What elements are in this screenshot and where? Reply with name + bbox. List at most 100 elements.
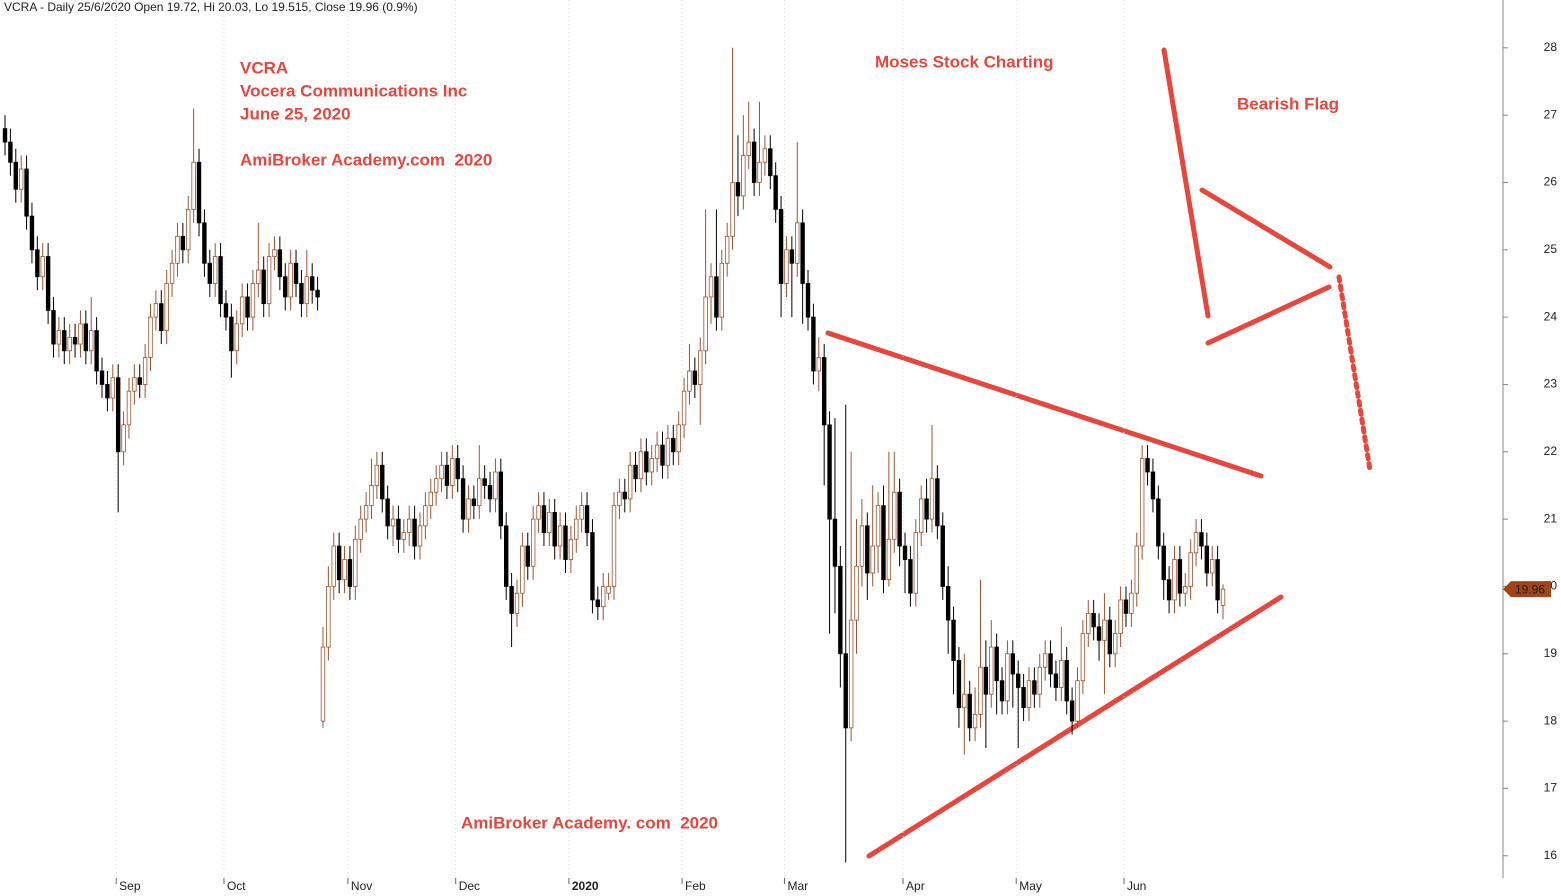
candle-body xyxy=(293,262,299,284)
candle-body xyxy=(956,660,962,709)
candle-body xyxy=(401,532,407,540)
candle-body xyxy=(606,586,611,594)
candle-body xyxy=(1026,680,1032,709)
candle-body xyxy=(471,498,477,507)
candle-body xyxy=(396,518,401,540)
candle-body xyxy=(735,182,741,197)
candle-body xyxy=(309,276,315,291)
candle-body xyxy=(848,619,854,729)
candle-body xyxy=(180,235,186,251)
candle-body xyxy=(1134,545,1139,594)
candle-body xyxy=(1053,673,1059,688)
candle-body xyxy=(363,505,369,520)
candle-body xyxy=(18,168,24,190)
candle-body xyxy=(460,478,466,520)
candle-body xyxy=(983,666,989,695)
candle-body xyxy=(676,424,681,453)
candle-body xyxy=(1129,592,1134,614)
candle-body xyxy=(681,390,687,426)
candle-body xyxy=(8,141,13,163)
candle-body xyxy=(299,283,304,305)
candle-body xyxy=(590,532,595,601)
candle-body xyxy=(1107,619,1113,655)
candle-body xyxy=(897,491,902,547)
candle-body xyxy=(493,471,498,500)
candle-body xyxy=(35,249,40,278)
candle-body xyxy=(627,464,633,500)
candle-body xyxy=(1048,653,1053,675)
candle-body xyxy=(1166,579,1172,601)
candle-body xyxy=(859,525,865,567)
candle-body xyxy=(784,249,789,284)
candle-body xyxy=(250,283,256,318)
annotation: Vocera Communications Inc xyxy=(240,81,467,100)
annotation: Bearish Flag xyxy=(1237,94,1339,113)
last-price-label: 19.96 xyxy=(1515,582,1545,596)
candle-body xyxy=(115,377,121,453)
annotation: AmiBroker Academy. com 2020 xyxy=(461,813,718,832)
candle-body xyxy=(665,437,671,466)
y-tick-label: 21 xyxy=(1544,511,1558,525)
candle-body xyxy=(428,491,433,507)
candle-body xyxy=(1010,653,1016,675)
y-tick-label: 18 xyxy=(1544,713,1558,727)
candle-body xyxy=(1059,660,1064,688)
candle-body xyxy=(654,444,660,459)
x-tick-label: Apr xyxy=(906,879,925,893)
candle-body xyxy=(186,209,191,251)
candle-body xyxy=(536,505,541,520)
annotation: VCRA xyxy=(240,58,288,77)
candle-body xyxy=(1016,673,1021,688)
candle-body xyxy=(514,592,520,614)
candle-body xyxy=(159,303,164,331)
candle-body xyxy=(913,532,919,594)
chart-title: VCRA - Daily 25/6/2020 Open 19.72, Hi 20… xyxy=(4,0,418,14)
candle-body xyxy=(530,518,536,567)
candle-body xyxy=(563,525,568,560)
candle-body xyxy=(800,222,805,284)
candle-body xyxy=(1215,559,1220,601)
candle-body xyxy=(1210,559,1215,574)
candle-body xyxy=(266,256,272,305)
candle-body xyxy=(579,505,584,520)
candle-body xyxy=(439,464,444,480)
x-tick-label: 2020 xyxy=(572,879,599,893)
candle-body xyxy=(1139,458,1145,547)
candle-body xyxy=(595,599,601,608)
candle-body xyxy=(1188,552,1193,587)
candle-body xyxy=(708,276,714,298)
candle-body xyxy=(724,235,730,264)
candle-body xyxy=(1193,532,1199,554)
candle-body xyxy=(288,262,293,298)
candle-body xyxy=(94,330,99,372)
candle-body xyxy=(778,209,784,284)
flag-pole xyxy=(1161,47,1211,319)
candle-body xyxy=(972,713,978,729)
candle-body xyxy=(175,235,180,264)
candle-body xyxy=(417,525,423,547)
candle-body xyxy=(121,424,126,453)
candle-body xyxy=(611,505,617,587)
candle-body xyxy=(390,518,396,527)
candle-body xyxy=(698,350,703,385)
flag-lower xyxy=(1205,284,1332,346)
candle-body xyxy=(385,498,390,527)
candle-body xyxy=(838,565,843,655)
candle-body xyxy=(51,309,56,345)
y-tick-label: 24 xyxy=(1544,309,1558,323)
candle-body xyxy=(407,518,412,533)
x-tick-label: Dec xyxy=(459,879,480,893)
candle-body xyxy=(843,653,848,729)
candle-body xyxy=(433,478,439,493)
candle-body xyxy=(347,559,353,587)
candle-body xyxy=(331,545,336,587)
candle-body xyxy=(358,518,363,540)
candle-body xyxy=(908,559,913,594)
candle-body xyxy=(601,586,606,608)
candle-body xyxy=(1118,599,1123,634)
x-tick-label: Sep xyxy=(119,879,141,893)
candle-body xyxy=(482,478,487,486)
candle-body xyxy=(1091,612,1096,628)
candle-body xyxy=(277,249,283,278)
x-tick-label: May xyxy=(1019,879,1042,893)
